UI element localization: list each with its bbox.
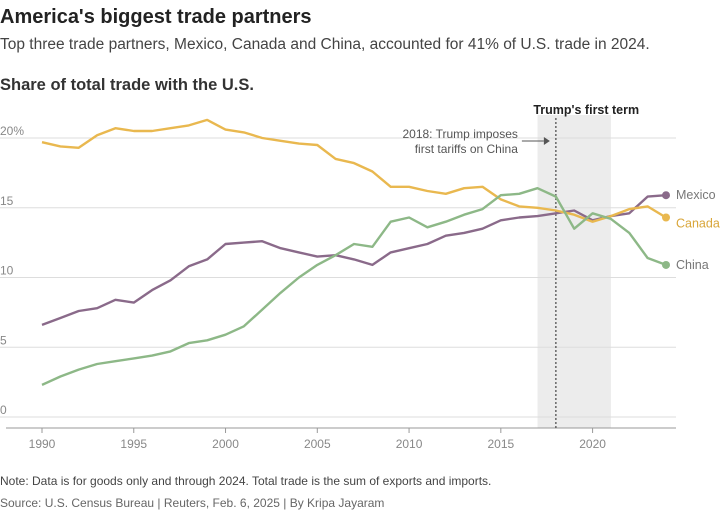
chart-subtitle: Top three trade partners, Mexico, Canada… — [0, 36, 650, 53]
line-chart: Trump's first term 20% 15 10 5 0 1990 1995 2000 2… — [0, 103, 720, 451]
series-line-china — [41, 186, 667, 386]
highlight-band-label: Trump's first term — [533, 103, 639, 117]
y-tick-label: 15 — [0, 194, 14, 208]
x-tick-label: 1995 — [120, 437, 147, 451]
annotation-arrowhead — [543, 137, 550, 145]
series-line-canada — [41, 118, 667, 223]
x-tick-label: 2000 — [212, 437, 239, 451]
chart-heading: Share of total trade with the U.S. — [0, 76, 254, 94]
series-end-point-canada — [662, 213, 670, 222]
chart-title: America's biggest trade partners — [0, 6, 312, 28]
series-end-point-mexico — [662, 191, 670, 200]
x-tick-label: 2005 — [304, 437, 331, 451]
y-tick-label: 0 — [0, 403, 7, 417]
series-label-china: China — [676, 258, 709, 272]
series-end-point-china — [662, 260, 670, 269]
series-label-mexico: Mexico — [676, 188, 716, 202]
highlight-band — [537, 115, 611, 428]
x-tick-label: 2010 — [396, 437, 423, 451]
x-tick-label: 2015 — [487, 437, 514, 451]
x-tick-label: 2020 — [579, 437, 606, 451]
chart-source: Source: U.S. Census Bureau | Reuters, Fe… — [0, 496, 385, 510]
annotation-text: 2018: Trump imposes — [402, 127, 517, 141]
y-tick-label: 10 — [0, 264, 14, 278]
annotation-text: first tariffs on China — [415, 142, 518, 156]
x-tick-label: 1990 — [29, 437, 56, 451]
series-label-canada: Canada — [676, 217, 720, 231]
chart-note: Note: Data is for goods only and through… — [0, 474, 492, 488]
y-tick-label: 20% — [0, 124, 24, 138]
y-tick-label: 5 — [0, 333, 7, 347]
